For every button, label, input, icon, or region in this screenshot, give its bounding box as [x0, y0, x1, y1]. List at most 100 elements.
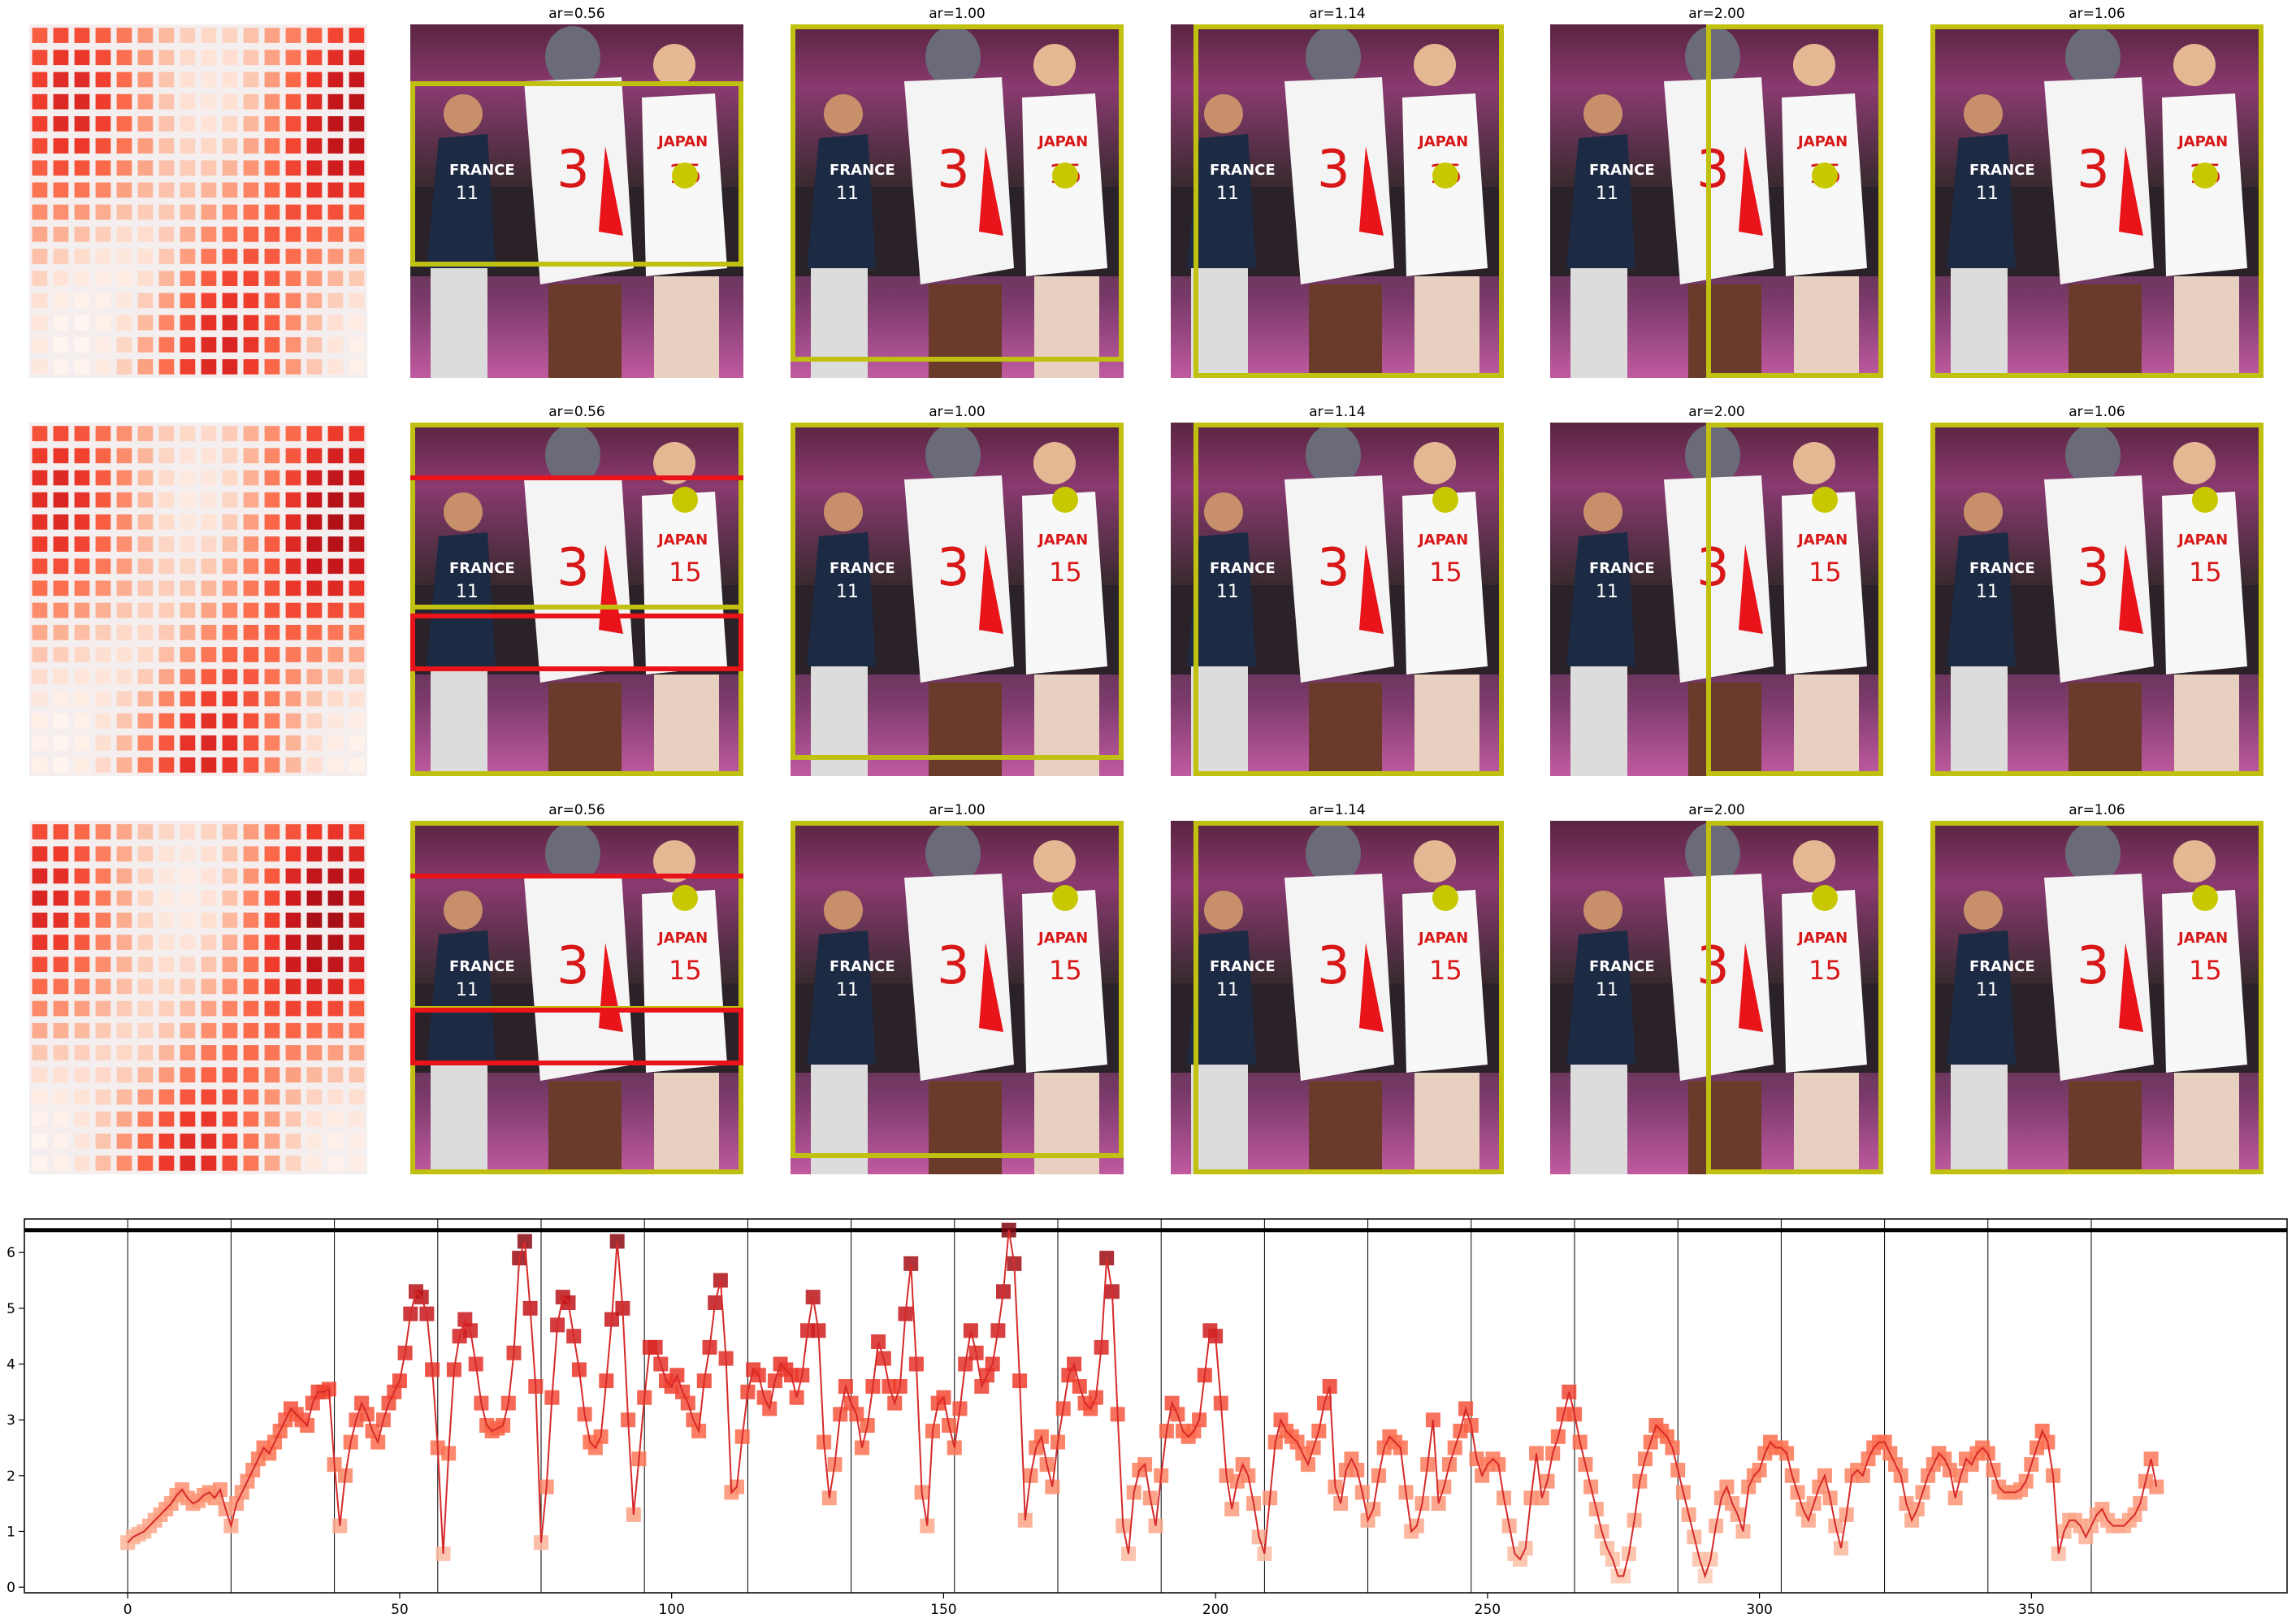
- focus-point-dot: [1052, 163, 1078, 189]
- heatmap-cell: [222, 956, 238, 973]
- heatmap-cell: [32, 647, 48, 662]
- heatmap-cell: [264, 448, 280, 464]
- heatmap-cell: [285, 713, 301, 729]
- heatmap-cell: [137, 72, 154, 88]
- heatmap-cell: [95, 1022, 111, 1039]
- heatmap-cell: [180, 514, 196, 530]
- panel-title: ar=1.14: [1309, 802, 1366, 818]
- jersey-red-stripe: [599, 146, 623, 236]
- heatmap-cell: [74, 28, 90, 43]
- heatmap-cell: [327, 602, 344, 618]
- jersey-number-11: 11: [1596, 184, 1618, 204]
- heatmap-cell: [158, 536, 175, 552]
- heatmap-cell: [32, 514, 48, 530]
- heatmap-cell: [74, 204, 90, 220]
- heatmap-cell: [285, 72, 301, 88]
- jersey-number-11: 11: [1216, 582, 1239, 602]
- heatmap-cell: [95, 669, 111, 684]
- heatmap-cell: [74, 757, 90, 773]
- heatmap-cell: [222, 1156, 238, 1171]
- heatmap-cell: [53, 1111, 69, 1127]
- heatmap-cell: [116, 1067, 132, 1082]
- heatmap-cell: [306, 846, 323, 862]
- jersey-text-japan: JAPAN: [1037, 133, 1088, 150]
- heatmap-cell: [327, 28, 344, 43]
- heatmap-cell: [158, 314, 175, 331]
- player-legs: [2069, 284, 2142, 378]
- heatmap-cell: [95, 558, 111, 575]
- heatmap-cell: [349, 271, 365, 286]
- heatmap-cell: [264, 536, 280, 552]
- japan-jersey: [1022, 492, 1107, 675]
- player-braids: [925, 822, 981, 884]
- heatmap-cell: [32, 226, 48, 242]
- heatmap-cell: [180, 536, 196, 552]
- heatmap-cell: [243, 359, 259, 375]
- heatmap-cell: [243, 1022, 259, 1039]
- player-braids: [1685, 26, 1740, 88]
- jersey-text-japan: JAPAN: [1796, 531, 1848, 549]
- player-braids: [1306, 26, 1361, 88]
- heatmap-cell: [53, 824, 69, 839]
- y-tick-label: 1: [6, 1524, 15, 1540]
- heatmap-cell: [180, 448, 196, 464]
- player-legs: [1688, 1081, 1761, 1174]
- player-braids: [545, 424, 600, 486]
- heatmap-cell: [243, 536, 259, 552]
- focus-point-dot: [672, 885, 698, 911]
- heatmap-cell: [116, 50, 132, 66]
- player-head: [444, 94, 483, 133]
- heatmap-cell: [264, 1133, 280, 1149]
- heatmap-cell: [327, 336, 344, 353]
- heatmap-cell: [327, 72, 344, 88]
- heatmap-cell: [74, 492, 90, 508]
- heatmap-cell: [53, 138, 69, 154]
- heatmap-cell: [180, 1111, 196, 1127]
- heatmap-cell: [264, 956, 280, 973]
- heatmap-cell: [74, 691, 90, 707]
- jersey-red-stripe: [2119, 544, 2143, 634]
- jersey-text-france: FRANCE: [830, 162, 895, 179]
- jersey-text-japan: JAPAN: [656, 930, 708, 947]
- panel-3-3: ar=1.14 FRANCE 11 3 JAPAN 15: [1171, 802, 1504, 1174]
- jersey-number-11: 11: [456, 582, 479, 602]
- heatmap-cell: [349, 935, 365, 950]
- crop-box: [1193, 423, 1504, 776]
- japan-legs: [1414, 1073, 1479, 1174]
- jersey-text-france: FRANCE: [1589, 162, 1655, 179]
- heatmap-cell: [285, 735, 301, 751]
- heatmap-cell: [53, 978, 69, 995]
- heatmap-cell: [306, 1156, 323, 1171]
- heatmap-cell: [180, 226, 196, 242]
- heatmap-cell: [53, 249, 69, 264]
- heatmap-cell: [158, 336, 175, 353]
- heatmap-cell: [32, 890, 48, 906]
- heatmap-cell: [349, 558, 365, 575]
- heatmap-cell: [180, 846, 196, 862]
- heatmap-cell: [116, 470, 132, 486]
- heatmap-cell: [137, 868, 154, 884]
- japan-legs: [2174, 1073, 2239, 1174]
- heatmap-cell: [264, 602, 280, 618]
- heatmap-cell: [158, 913, 175, 928]
- heatmap-cell: [201, 1111, 217, 1127]
- heatmap-cell: [264, 492, 280, 508]
- player-head: [1964, 891, 2003, 930]
- player-head-japan: [653, 44, 695, 86]
- japan-legs: [654, 1073, 719, 1174]
- player-braids: [1685, 822, 1740, 884]
- heatmap-cell: [222, 624, 238, 640]
- heatmap-cell: [264, 116, 280, 132]
- player-braids: [1306, 424, 1361, 486]
- heatmap-cell: [95, 602, 111, 618]
- heatmap-cell: [349, 293, 365, 309]
- heatmap-cell: [32, 913, 48, 928]
- heatmap-cell: [349, 1022, 365, 1039]
- heatmap-cell: [327, 669, 344, 684]
- heatmap-cell: [95, 647, 111, 662]
- heatmap-cell: [180, 204, 196, 220]
- jersey-text-japan: JAPAN: [1037, 930, 1088, 947]
- heatmap-cell: [158, 448, 175, 464]
- heatmap-cell: [349, 116, 365, 132]
- heatmap-cell: [74, 1156, 90, 1171]
